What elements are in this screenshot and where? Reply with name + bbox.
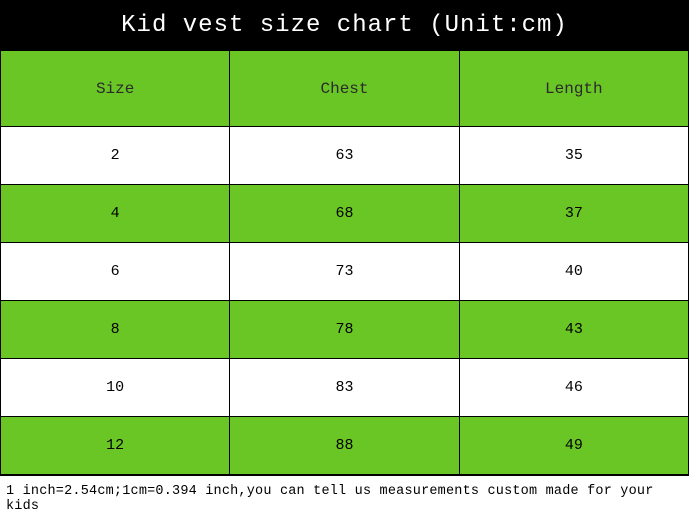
cell-size: 2 (0, 127, 230, 184)
cell-chest: 68 (230, 185, 459, 242)
col-header-size: Size (0, 51, 230, 126)
cell-size: 12 (0, 417, 230, 474)
table-row: 10 83 46 (0, 359, 689, 417)
cell-chest: 78 (230, 301, 459, 358)
col-header-chest: Chest (230, 51, 459, 126)
cell-size: 4 (0, 185, 230, 242)
cell-chest: 73 (230, 243, 459, 300)
cell-size: 8 (0, 301, 230, 358)
cell-chest: 83 (230, 359, 459, 416)
cell-size: 6 (0, 243, 230, 300)
table-row: 2 63 35 (0, 127, 689, 185)
cell-length: 49 (460, 417, 689, 474)
cell-length: 35 (460, 127, 689, 184)
table-row: 8 78 43 (0, 301, 689, 359)
table-row: 6 73 40 (0, 243, 689, 301)
col-header-length: Length (460, 51, 689, 126)
page-title: Kid vest size chart (Unit:cm) (0, 0, 689, 51)
table-header-row: Size Chest Length (0, 51, 689, 127)
cell-chest: 88 (230, 417, 459, 474)
table-row: 12 88 49 (0, 417, 689, 475)
cell-length: 43 (460, 301, 689, 358)
table-row: 4 68 37 (0, 185, 689, 243)
cell-length: 46 (460, 359, 689, 416)
cell-length: 37 (460, 185, 689, 242)
cell-length: 40 (460, 243, 689, 300)
footnote: 1 inch=2.54cm;1cm=0.394 inch,you can tel… (0, 475, 689, 514)
cell-size: 10 (0, 359, 230, 416)
cell-chest: 63 (230, 127, 459, 184)
size-chart-table: Size Chest Length 2 63 35 4 68 37 6 73 4… (0, 51, 689, 475)
